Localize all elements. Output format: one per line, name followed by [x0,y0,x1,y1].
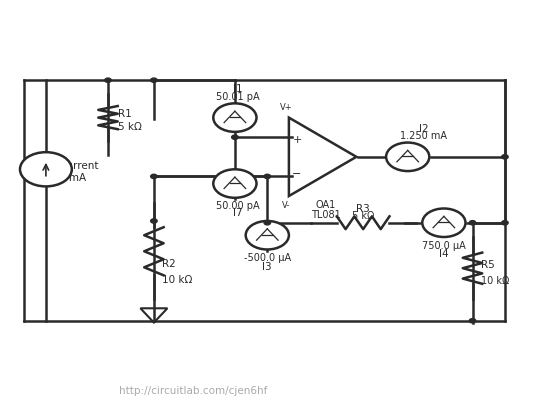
Circle shape [151,219,157,223]
Circle shape [386,143,429,171]
Text: I7: I7 [233,209,242,218]
Circle shape [151,78,157,82]
Circle shape [502,155,508,159]
Text: I3: I3 [262,262,272,272]
Circle shape [213,103,256,132]
Text: carolj / Ch 4 Problem 1: carolj / Ch 4 Problem 1 [119,367,261,377]
Text: OA1: OA1 [316,200,336,210]
Circle shape [264,174,271,179]
Text: I1: I1 [233,85,242,94]
Text: 50.01 pA: 50.01 pA [216,92,259,102]
Circle shape [469,319,476,323]
Text: R1: R1 [118,109,131,119]
Text: V-: V- [282,201,291,210]
Text: I4: I4 [439,249,449,260]
Circle shape [232,135,238,139]
Text: −: − [292,169,302,179]
Circle shape [20,152,72,186]
Text: Current: Current [59,161,99,171]
Text: -500.0 μA: -500.0 μA [244,253,291,263]
Text: +: + [292,134,302,145]
Circle shape [151,174,157,179]
Text: 750.0 μA: 750.0 μA [422,241,466,251]
Text: 50.00 pA: 50.00 pA [216,201,259,211]
Text: R3: R3 [356,204,370,214]
Text: 5 kΩ: 5 kΩ [352,211,374,221]
Text: http://circuitlab.com/cjen6hf: http://circuitlab.com/cjen6hf [119,386,267,396]
Text: CIRCUIT: CIRCUIT [8,364,64,377]
Circle shape [264,221,271,225]
Text: 5 kΩ: 5 kΩ [118,122,141,132]
Circle shape [422,209,465,237]
Text: 10 kΩ: 10 kΩ [162,275,192,285]
Circle shape [246,221,289,249]
Text: TL081: TL081 [311,210,341,220]
Circle shape [213,169,256,198]
Text: 1.250 mA: 1.250 mA [400,131,448,141]
Text: ∼∕∕∕  ►┃ LAB: ∼∕∕∕ ►┃ LAB [8,386,72,397]
Text: R2: R2 [162,259,176,269]
Text: V+: V+ [280,103,293,112]
Text: R5: R5 [481,260,494,270]
Text: 10 kΩ: 10 kΩ [481,276,509,286]
Circle shape [105,78,111,82]
Text: 1 mA: 1 mA [59,173,86,183]
Circle shape [469,221,476,225]
Text: I2: I2 [419,124,429,134]
Circle shape [502,221,508,225]
